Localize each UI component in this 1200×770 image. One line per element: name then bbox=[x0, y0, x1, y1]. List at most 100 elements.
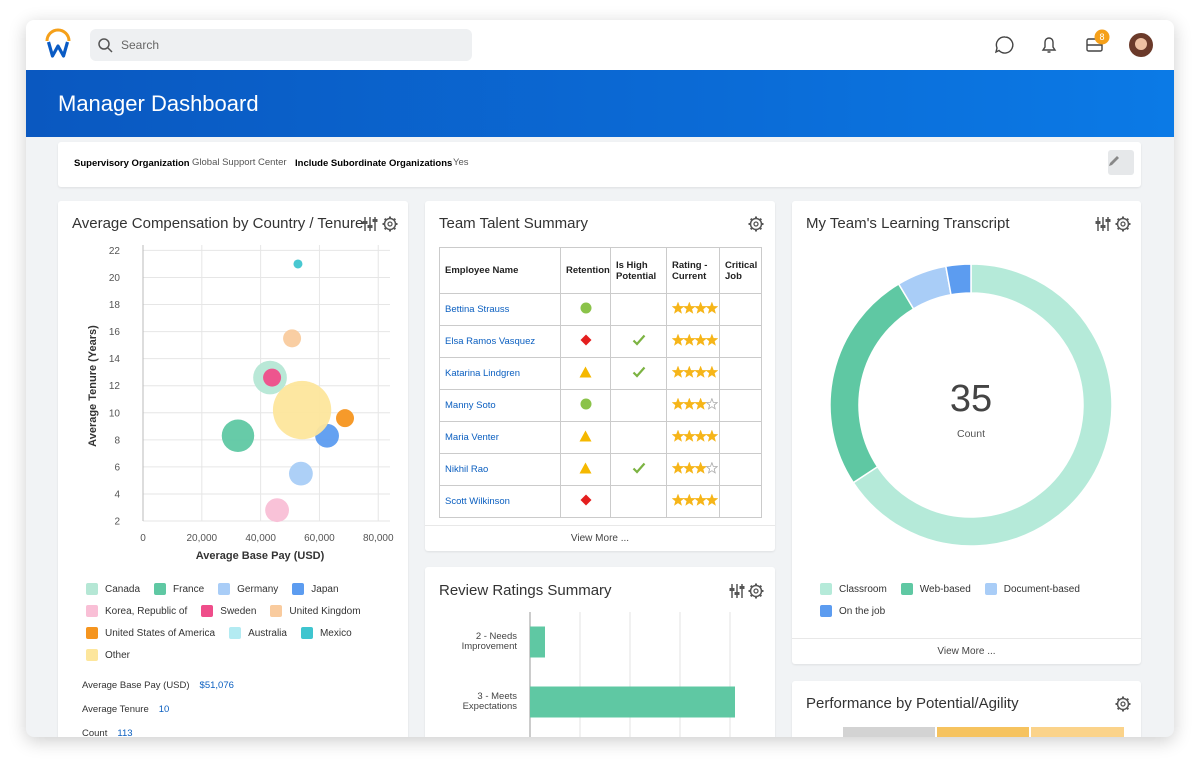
legend-item: Australia bbox=[229, 626, 287, 640]
bell-icon[interactable] bbox=[1041, 37, 1057, 53]
legend-swatch bbox=[229, 627, 242, 639]
employee-name[interactable]: Manny Soto bbox=[439, 389, 561, 422]
card-title: Average Compensation by Country / Tenure bbox=[72, 215, 364, 232]
settings-icon bbox=[1120, 701, 1126, 707]
high-potential-check bbox=[632, 366, 645, 378]
filter-value: Global Support Center bbox=[192, 157, 287, 168]
legend-swatch bbox=[900, 583, 913, 595]
bubble bbox=[265, 498, 289, 523]
employee-name[interactable]: Maria Venter bbox=[439, 421, 561, 454]
summary-value: 113 bbox=[117, 728, 133, 737]
avatar bbox=[1135, 38, 1147, 50]
legend-swatch bbox=[292, 583, 305, 595]
star bbox=[694, 493, 707, 506]
legend-label: On the job bbox=[839, 605, 886, 617]
chat-icon[interactable] bbox=[994, 36, 1014, 54]
legend-item: France bbox=[154, 582, 204, 596]
star bbox=[694, 301, 707, 314]
settings-icon bbox=[1126, 697, 1130, 701]
employee-name[interactable]: Bettina Strauss bbox=[439, 293, 561, 326]
star bbox=[705, 461, 719, 474]
legend-label: Japan bbox=[311, 583, 339, 595]
notification-badge bbox=[1094, 29, 1110, 45]
app-window: Search Manager Dashboard Supervisory Org… bbox=[26, 20, 1174, 737]
rating-stars bbox=[671, 365, 719, 378]
settings-icon[interactable] bbox=[383, 217, 397, 231]
star bbox=[705, 333, 719, 346]
settings-icon bbox=[759, 594, 763, 598]
summary-value: 10 bbox=[158, 704, 170, 715]
high-potential-check bbox=[632, 462, 645, 474]
search-box[interactable]: Search bbox=[90, 29, 472, 61]
bar bbox=[530, 686, 735, 718]
legend-label: Canada bbox=[105, 583, 141, 595]
settings-icon bbox=[1126, 227, 1130, 231]
settings-icon bbox=[1116, 697, 1120, 701]
legend-item: Document-based bbox=[984, 582, 1080, 596]
legend-swatch bbox=[300, 627, 313, 639]
filter-value: Yes bbox=[453, 157, 469, 168]
star bbox=[694, 429, 707, 442]
star bbox=[694, 333, 707, 346]
edit-icon bbox=[1109, 156, 1119, 166]
legend-label: Other bbox=[105, 649, 131, 661]
legend-swatch bbox=[86, 583, 98, 595]
filter-label: Include Subordinate Organizations bbox=[295, 158, 453, 169]
summary-label: Count bbox=[82, 728, 108, 737]
bar bbox=[530, 626, 545, 658]
legend-swatch bbox=[154, 583, 167, 595]
star bbox=[682, 429, 696, 442]
view-more[interactable]: View More ... bbox=[792, 638, 1141, 665]
view-more[interactable]: View More ... bbox=[425, 525, 775, 552]
card-title: Review Ratings Summary bbox=[439, 582, 612, 599]
settings-icon[interactable] bbox=[749, 584, 763, 598]
star bbox=[671, 429, 685, 442]
page-title: Manager Dashboard bbox=[58, 91, 259, 116]
settings-icon[interactable] bbox=[749, 217, 763, 231]
star bbox=[671, 461, 685, 474]
filter-icon bbox=[372, 219, 378, 222]
legend-swatch bbox=[984, 583, 997, 595]
donut-segment bbox=[944, 263, 972, 296]
star bbox=[705, 429, 719, 442]
y-tick-label: 6 bbox=[114, 462, 120, 473]
summary-label: Average Base Pay (USD) bbox=[82, 680, 190, 691]
settings-icon bbox=[393, 227, 397, 231]
settings-icon bbox=[1126, 707, 1130, 711]
legend: Canada France Germany Japan Korea, Republic … bbox=[86, 582, 398, 662]
star bbox=[682, 333, 696, 346]
y-tick-label: 18 bbox=[109, 300, 121, 311]
settings-icon bbox=[387, 221, 393, 227]
filter-icon bbox=[734, 592, 740, 595]
legend: Classroom Web-based Document-based On the j… bbox=[820, 582, 1120, 618]
settings-icon[interactable] bbox=[1116, 217, 1130, 231]
card-title: Performance by Potential/Agility bbox=[806, 695, 1019, 712]
legend-item: Other bbox=[86, 648, 130, 662]
talent-table: Employee Name Retention Is High Potentia… bbox=[439, 247, 762, 518]
settings-icon bbox=[749, 584, 753, 588]
settings-icon bbox=[1126, 217, 1130, 221]
y-tick-label: 4 bbox=[114, 489, 120, 500]
legend-swatch bbox=[86, 605, 98, 617]
logo bbox=[46, 41, 70, 58]
chart-layer: 8 2 4 6 8 10 12 14 16 18 20 22 0 20,000 40,000 60,000 8… bbox=[45, 28, 1153, 737]
legend-swatch bbox=[270, 605, 283, 617]
y-tick-label: 3 - Meets Expectations bbox=[462, 691, 517, 712]
filter-icon bbox=[362, 221, 368, 224]
star bbox=[705, 493, 719, 506]
employee-name[interactable]: Scott Wilkinson bbox=[439, 485, 561, 518]
star bbox=[682, 493, 696, 506]
y-tick-label: 10 bbox=[109, 408, 121, 419]
legend-label: Classroom bbox=[839, 583, 887, 595]
banner: Manager Dashboard bbox=[26, 70, 1174, 137]
bubble bbox=[336, 409, 355, 428]
legend-item: United Kingdom bbox=[270, 604, 361, 618]
notification-count: 8 bbox=[1099, 32, 1104, 42]
x-axis-label: Average Base Pay (USD) bbox=[196, 550, 325, 562]
settings-icon[interactable] bbox=[1116, 697, 1130, 711]
legend-item: Web-based bbox=[900, 582, 971, 596]
legend-swatch bbox=[201, 605, 214, 617]
legend-label: Sweden bbox=[220, 605, 257, 617]
retention-icon bbox=[580, 334, 591, 346]
legend-swatch bbox=[218, 583, 231, 595]
